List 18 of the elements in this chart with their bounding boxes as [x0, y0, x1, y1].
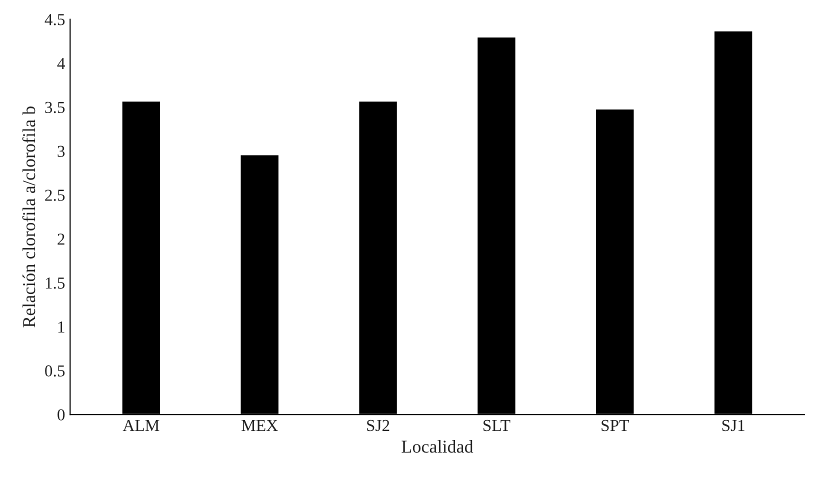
x-tick-label: ALM: [122, 420, 160, 431]
x-tick-label: SPT: [602, 420, 629, 432]
y-tick-label: 4.5: [44, 14, 65, 26]
y-tick-label: 1: [58, 321, 64, 332]
y-tick-label: 2.5: [45, 190, 65, 201]
y-tick-label: 3: [58, 146, 65, 157]
y-axis-title: Relación clorofila a/clorofila b: [22, 106, 36, 328]
y-tick-label: 3.5: [45, 102, 65, 114]
y-tick-label: 4: [57, 58, 66, 69]
x-axis-title: Localidad: [402, 440, 474, 453]
y-tick-label: 0: [58, 409, 65, 420]
y-tick-label: 2: [58, 234, 64, 245]
x-tick-label: SJ2: [367, 420, 390, 432]
y-tick-label: 0.5: [45, 365, 65, 377]
y-tick-label: 1.5: [46, 278, 65, 289]
x-tick-label: SJ1: [722, 420, 744, 432]
x-tick-label: MEX: [242, 420, 278, 431]
x-tick-label: SLT: [484, 420, 510, 432]
